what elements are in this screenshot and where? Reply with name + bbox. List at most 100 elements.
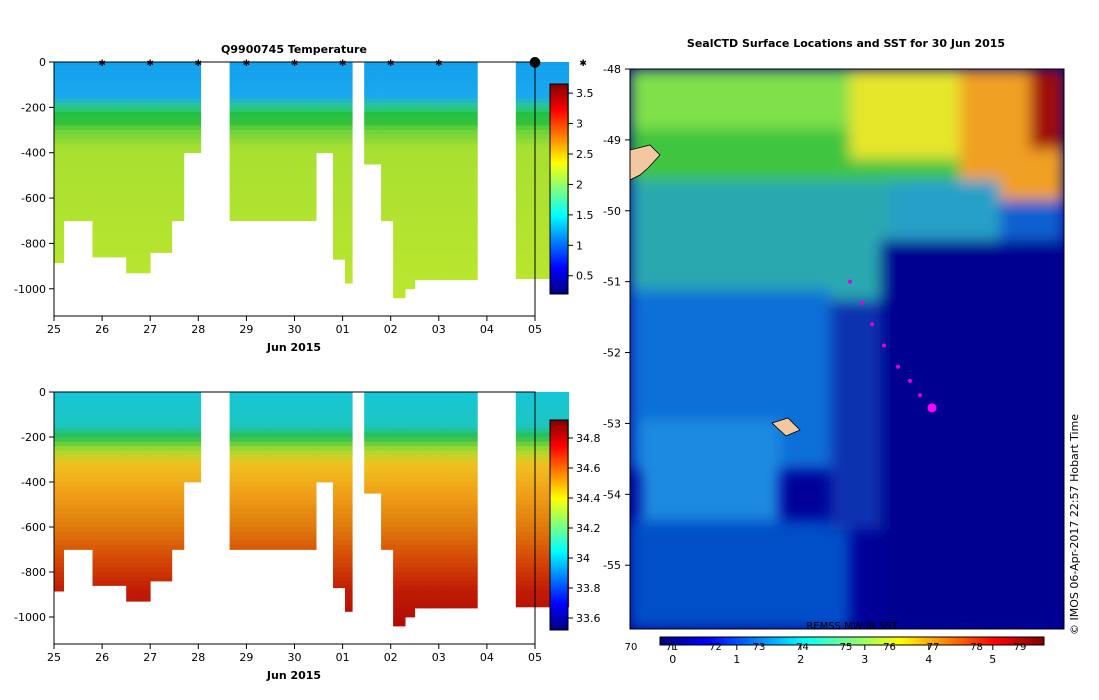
salinity-xtick-10: 05	[528, 651, 542, 664]
temperature-cbar-tick-6: 3.5	[576, 87, 594, 100]
temperature-ytick-1: -200	[21, 101, 46, 114]
salinity-xtick-6: 01	[336, 651, 350, 664]
salinity-cbar-tick-6: 34.8	[576, 432, 601, 445]
temperature-y-axis: 0 -200 -400 -600 -800 -1000	[14, 56, 54, 296]
salinity-profile-10	[333, 392, 346, 589]
profile-marker-2: ✱	[195, 59, 203, 69]
salinity-y-axis: 0 -200 -400 -600 -800 -1000	[14, 386, 54, 624]
sst-cbar-f-tick-7: 77	[927, 642, 940, 653]
seal-track-point-0	[848, 279, 852, 284]
salinity-profile-5	[171, 392, 185, 550]
sst-map-ytick-1: -49	[603, 134, 621, 147]
sst-cbar-f-tick-3: 73	[753, 642, 766, 653]
temperature-profile-11	[345, 62, 353, 284]
seal-track-point-6	[918, 393, 922, 398]
salinity-profile-16	[414, 392, 428, 609]
temperature-xtick-0: 25	[47, 323, 61, 336]
temperature-colorbar-ticks: 0.5 1 1.5 2 2.5 3 3.5	[568, 87, 594, 283]
salinity-x-axis: 25 26 27 28 29 30 01 02 03 04 05	[47, 644, 542, 664]
salinity-xtick-8: 03	[432, 651, 446, 664]
salinity-profile-1	[63, 392, 93, 550]
salinity-profile-19	[515, 392, 570, 608]
profile-marker-4: ✱	[291, 59, 299, 69]
temperature-x-axis: 25 26 27 28 29 30 01 02 03 04 05	[47, 316, 542, 336]
sst-field	[630, 69, 1064, 629]
temperature-profile-8	[270, 62, 317, 222]
sst-cbar-f-tick-6: 76	[883, 642, 896, 653]
sst-map-title: SealCTD Surface Locations and SST for 30…	[687, 37, 1005, 50]
salinity-ytick-5: -1000	[14, 611, 46, 624]
sst-cbar-f-tick-5: 75	[840, 642, 853, 653]
temperature-ytick-0: 0	[39, 56, 46, 69]
salinity-profile-14	[393, 392, 406, 627]
salinity-ytick-2: -400	[21, 476, 46, 489]
salinity-profile-15	[405, 392, 416, 618]
temperature-cbar-tick-1: 1	[576, 239, 583, 252]
temperature-xtick-1: 26	[95, 323, 109, 336]
salinity-xlabel: Jun 2015	[266, 669, 321, 682]
temperature-colorbar	[549, 83, 569, 295]
sst-cbar-c-tick-3: 3	[861, 653, 868, 666]
salinity-profile-12	[364, 392, 382, 494]
profile-marker-3: ✱	[243, 59, 251, 69]
salinity-profile-18	[443, 392, 478, 609]
temperature-profile-5	[171, 62, 185, 222]
salinity-profiles	[54, 392, 570, 627]
temperature-profile-17	[426, 62, 444, 281]
temperature-profile-2	[92, 62, 127, 258]
salinity-cbar-tick-5: 34.6	[576, 462, 601, 475]
temperature-profile-19	[515, 62, 570, 279]
sst-map-panel: SealCTD Surface Locations and SST for 30…	[603, 37, 1081, 666]
seal-latest-location	[927, 403, 937, 413]
sst-cbar-f-tick-8: 78	[970, 642, 983, 653]
salinity-xtick-7: 02	[384, 651, 398, 664]
temperature-ytick-2: -400	[21, 147, 46, 160]
sst-cbar-c-tick-1: 1	[733, 653, 740, 666]
sst-map-ytick-5: -53	[603, 417, 621, 430]
profile-marker-6: ✱	[387, 59, 395, 69]
temperature-profile-7	[229, 62, 271, 222]
salinity-cbar-tick-3: 34.2	[576, 522, 601, 535]
temperature-profile-9	[316, 62, 334, 154]
salinity-cbar-tick-2: 34	[576, 552, 590, 565]
temperature-profile-0	[54, 62, 64, 264]
seal-track-point-2	[870, 322, 874, 327]
sst-cbar-c-tick-0: 0	[669, 653, 676, 666]
temperature-cbar-tick-4: 2.5	[576, 148, 594, 161]
temperature-profile-15	[405, 62, 416, 290]
salinity-profile-2	[92, 392, 127, 586]
seal-track-point-4	[896, 364, 900, 369]
salinity-cbar-tick-0: 33.6	[576, 612, 601, 625]
profile-marker-7: ✱	[435, 59, 443, 69]
temperature-xtick-9: 04	[480, 323, 494, 336]
salinity-profile-8	[270, 392, 317, 550]
temperature-profile-4	[150, 62, 173, 253]
sst-cbar-f-tick-4: 74	[796, 642, 809, 653]
salinity-ytick-1: -200	[21, 431, 46, 444]
temperature-profile-3	[126, 62, 151, 274]
sst-colorbar-fahrenheit-ticks: 70 71 72 73 74 75 76 77 78 79	[625, 642, 1027, 653]
temperature-profile-10	[333, 62, 346, 260]
temperature-profile-12	[364, 62, 382, 165]
temperature-title: Q9900745 Temperature	[221, 43, 367, 56]
sst-cbar-c-tick-4: 4	[925, 653, 932, 666]
salinity-xtick-9: 04	[480, 651, 494, 664]
temperature-xtick-5: 30	[288, 323, 302, 336]
temperature-panel: Q9900745 Temperature ✱ ✱ ✱ ✱ ✱ ✱ ✱ ✱ ● ✱ 0-200-40…	[14, 43, 593, 354]
salinity-profile-0	[54, 392, 64, 592]
temperature-xtick-3: 28	[191, 323, 205, 336]
temperature-profile-1	[63, 62, 93, 222]
salinity-colorbar-ticks: 33.6 33.8 34 34.2 34.4 34.6 34.8	[568, 432, 601, 625]
temperature-profiles	[54, 62, 570, 299]
sst-map-y-axis: -48 -49 -50 -51 -52 -53 -54 -55	[603, 63, 630, 572]
profile-marker-0: ✱	[98, 59, 106, 69]
sst-cbar-c-tick-5: 5	[989, 653, 996, 666]
temperature-ytick-3: -600	[21, 192, 46, 205]
salinity-profile-11	[345, 392, 353, 612]
temperature-cbar-tick-2: 1.5	[576, 209, 594, 222]
salinity-xtick-1: 26	[95, 651, 109, 664]
temperature-xtick-7: 02	[384, 323, 398, 336]
salinity-xtick-5: 30	[288, 651, 302, 664]
temperature-ytick-5: -1000	[14, 283, 46, 296]
salinity-xtick-3: 28	[191, 651, 205, 664]
